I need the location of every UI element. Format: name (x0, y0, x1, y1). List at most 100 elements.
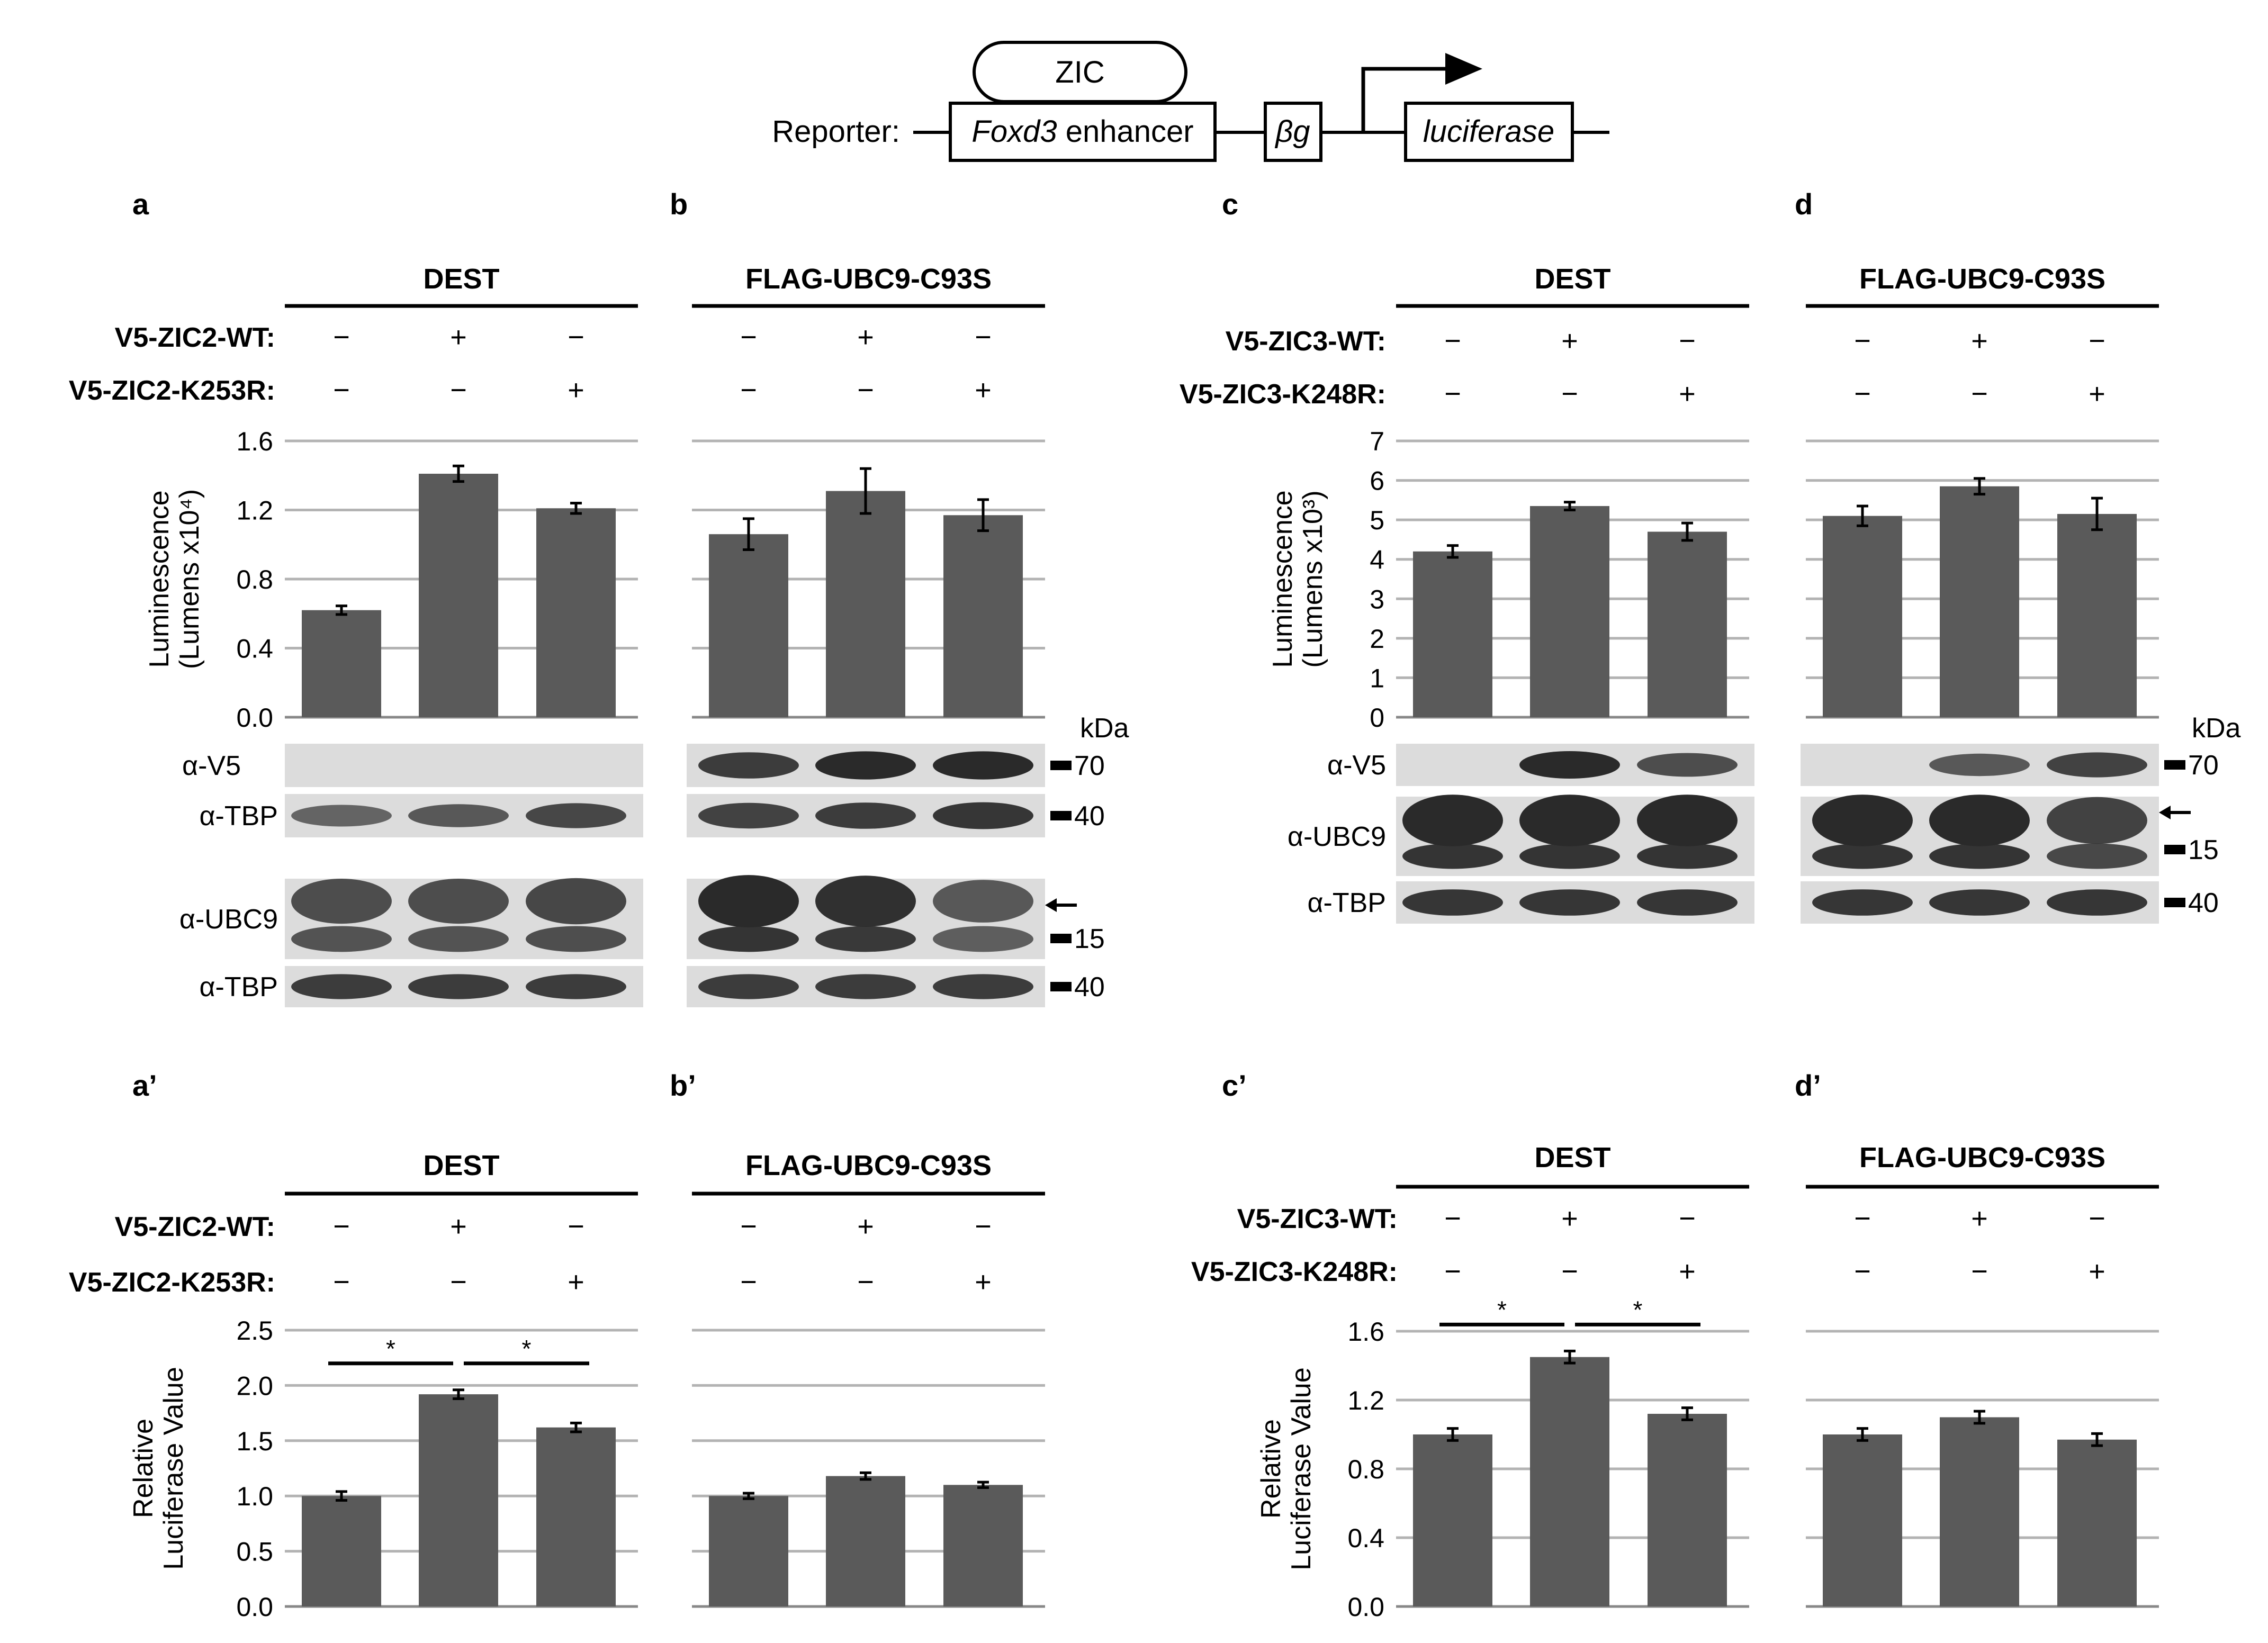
mw-marker-tick (2164, 845, 2185, 854)
significance-star: * (1633, 1296, 1643, 1323)
construct-label: V5-ZIC3-K248R: (1191, 1257, 1398, 1287)
bar (826, 1476, 905, 1606)
blot-band (1637, 843, 1738, 869)
blot-band (526, 878, 626, 925)
y-tick-label: 0.5 (236, 1537, 273, 1567)
bar (1940, 486, 2019, 717)
blot-band (1402, 889, 1503, 916)
blot-band (933, 880, 1033, 923)
bar-chart-c: 0 1 2 3 4 5 6 7 Luminescence(Lumens x10³) (1267, 427, 1749, 733)
panel-header-b: b FLAG-UBC9-C93S − + − − − + (670, 187, 1045, 406)
bar (826, 491, 905, 717)
bar (1823, 516, 1902, 717)
bar (302, 1496, 381, 1606)
blot-band (1637, 889, 1738, 916)
lane-sign: + (450, 321, 467, 353)
mw-marker-tick (1050, 761, 1072, 770)
y-axis-label-line: Luciferase Value (158, 1367, 189, 1570)
promoter-label: βg (1274, 114, 1310, 149)
blot-band (526, 803, 626, 828)
y-tick-label: 3 (1370, 584, 1384, 614)
blot-strip: α-UBC9 15 (179, 875, 1105, 959)
antibody-label: α-V5 (182, 751, 241, 781)
condition-label: DEST (1534, 263, 1610, 295)
blot-band (408, 974, 509, 999)
mw-marker-tick (1050, 811, 1072, 820)
enhancer-italic: Foxd3 (971, 114, 1057, 149)
blot-band (933, 974, 1033, 999)
lane-sign: − (740, 321, 757, 353)
blot-membrane (285, 744, 643, 787)
condition-label: DEST (423, 263, 499, 295)
blot-band (815, 926, 916, 952)
lane-sign: − (333, 1211, 350, 1242)
lane-sign: − (568, 321, 584, 353)
y-tick-label: 0.8 (1347, 1455, 1384, 1484)
mw-marker-label: 70 (1074, 751, 1105, 781)
panel-header-b2: b’ FLAG-UBC9-C93S − + − − − + (670, 1069, 1045, 1298)
y-tick-label: 2 (1370, 624, 1384, 654)
lane-sign: + (1679, 378, 1696, 410)
bar-chart-d (1806, 439, 2159, 719)
blot-band (1929, 889, 2030, 916)
bar (1940, 1417, 2019, 1606)
bar (709, 1496, 788, 1606)
blot-strip: α-TBP 40 (199, 794, 1105, 837)
panel-letter-d: d (1795, 187, 1813, 221)
blot-band (698, 875, 799, 927)
mw-marker-label: 15 (2188, 835, 2219, 865)
bar (1648, 531, 1727, 717)
blot-band (933, 926, 1033, 952)
y-axis-label-line: (Lumens x10⁴) (174, 489, 205, 669)
blot-band (408, 804, 509, 827)
antibody-label: α-UBC9 (1288, 822, 1386, 852)
antibody-label: α-V5 (1327, 750, 1386, 781)
y-tick-label: 1.0 (236, 1482, 273, 1511)
blots-layer: kDa α-V5 70 α-TBP 40 α-UBC9 15 α-TBP 40 kDa α-V5 70… (179, 713, 2241, 1007)
blot-band (1519, 795, 1620, 846)
y-axis-label-line: Luciferase Value (1286, 1367, 1317, 1570)
lane-sign: − (1561, 1256, 1578, 1287)
lane-sign: − (740, 1211, 757, 1242)
lane-sign: − (1854, 378, 1871, 410)
lane-sign: − (1971, 378, 1988, 410)
bar (1530, 506, 1609, 717)
blot-band (815, 751, 916, 780)
construct-label: V5-ZIC2-WT: (115, 322, 275, 353)
blot-band (698, 802, 799, 829)
lane-sign: − (1854, 325, 1871, 357)
significance-star: * (386, 1335, 395, 1362)
lane-sign: − (740, 1266, 757, 1298)
blot-band (1929, 753, 2030, 777)
luciferase-label: luciferase (1423, 114, 1554, 149)
blot-band (698, 974, 799, 999)
construct-label: V5-ZIC3-WT: (1237, 1204, 1398, 1234)
arrow-head (2159, 806, 2171, 819)
blot-band (408, 926, 509, 952)
blot-band (2047, 797, 2147, 844)
construct-label: V5-ZIC2-K253R: (69, 375, 275, 406)
construct-label: V5-ZIC3-WT: (1226, 326, 1386, 357)
mw-marker-label: 70 (2188, 750, 2219, 781)
lane-sign: + (1679, 1256, 1696, 1287)
blot-band (815, 802, 916, 829)
enhancer-rest: enhancer (1057, 114, 1194, 149)
condition-label: FLAG-UBC9-C93S (745, 263, 992, 295)
bar (419, 473, 498, 717)
blot-band (1929, 795, 2030, 846)
bar-chart-a’: 0.0 0.5 1.0 1.5 2.0 2.5 RelativeLuciferase Val… (128, 1316, 638, 1622)
y-tick-label: 1.2 (1347, 1386, 1384, 1415)
panel-letter-b2: b’ (670, 1069, 696, 1102)
panel-letter-b: b (670, 187, 688, 221)
mw-marker-label: 40 (2188, 888, 2219, 918)
mw-marker-label: 15 (1074, 924, 1105, 954)
transcription-arrow-head (1445, 53, 1482, 85)
mw-marker-label: 40 (1074, 972, 1105, 1003)
lane-sign: + (1971, 1203, 1988, 1234)
lane-sign: − (857, 1266, 874, 1298)
bar (1413, 1434, 1492, 1606)
lane-sign: + (975, 374, 992, 406)
lane-sign: − (333, 1266, 350, 1298)
y-tick-label: 5 (1370, 505, 1384, 535)
